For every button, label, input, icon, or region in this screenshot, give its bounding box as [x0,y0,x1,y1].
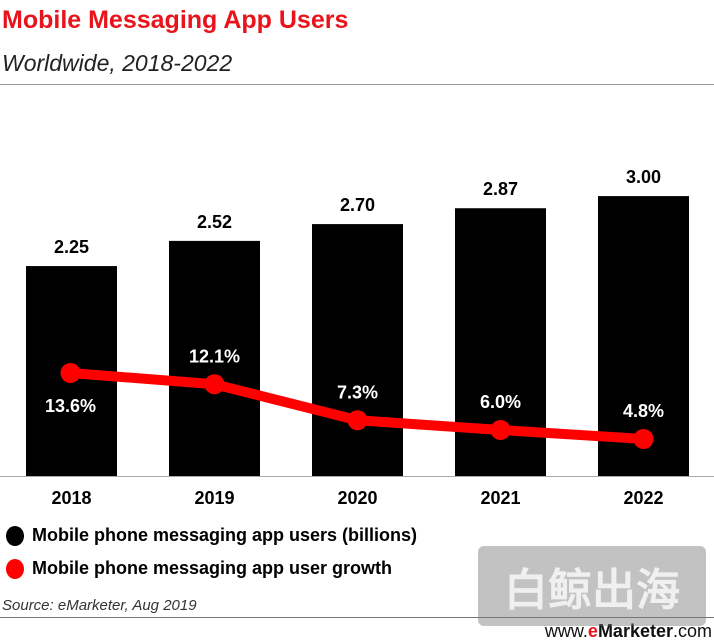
growth-value-label: 12.1% [189,346,240,366]
x-tick-label: 2020 [337,488,377,508]
chart: 2.25 2018 2.52 2019 2.70 2020 2.87 2021 3.00 2022… [0,167,714,508]
growth-point-2020 [347,410,368,431]
growth-point-2022 [633,429,654,449]
x-tick-label: 2022 [623,488,663,508]
bar-value-label: 3.00 [626,167,661,187]
growth-value-label: 6.0% [480,392,521,412]
growth-value-label: 13.6% [45,396,96,416]
site-url: www.eMarketer.com [545,621,712,642]
chart-subtitle: Worldwide, 2018-2022 [2,50,233,76]
footer-divider [0,617,714,618]
header-divider [0,84,714,85]
legend-item-growth: Mobile phone messaging app user growth [6,558,392,579]
bar-2019 [169,240,260,476]
x-tick-label: 2021 [480,488,520,508]
legend-black-dot-icon [6,525,24,546]
growth-value-label: 7.3% [337,382,378,402]
x-tick-label: 2019 [194,488,234,508]
site-suffix: .com [672,621,712,641]
bar-value-label: 2.70 [340,195,375,215]
growth-point-2019 [204,374,225,395]
source-note: Source: eMarketer, Aug 2019 [2,597,197,614]
site-e: e [587,621,598,641]
watermark: 白鲸出海 [478,546,706,626]
site-prefix: www. [544,621,588,641]
chart-title: Mobile Messaging App Users [2,6,349,34]
x-tick-label: 2018 [51,488,91,508]
legend-item-users: Mobile phone messaging app users (billio… [6,525,417,546]
bar-2020 [312,224,403,476]
bar-value-label: 2.52 [197,212,232,232]
bar-value-label: 2.25 [54,237,89,257]
bar-value-label: 2.87 [483,179,518,199]
legend-red-dot-icon [6,558,24,579]
legend-label: Mobile phone messaging app users (billio… [32,525,418,545]
growth-value-label: 4.8% [623,401,664,421]
growth-point-2018 [60,363,81,383]
growth-point-2021 [490,420,511,440]
site-brand: Marketer [597,621,673,641]
legend-label: Mobile phone messaging app user growth [32,558,393,578]
